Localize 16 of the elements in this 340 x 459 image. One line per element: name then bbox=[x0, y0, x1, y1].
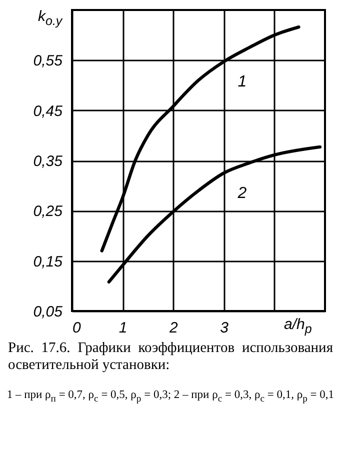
x-tick-label: 2 bbox=[168, 320, 179, 336]
y-tick-label: 0,45 bbox=[33, 102, 64, 120]
y-tick-label: 0,25 bbox=[33, 203, 64, 220]
text: 1 – при ρ$_{п}$ = 0,7, ρ$_{с}$ = 0,5, ρ$_{р}$ = 0,3; 2 – при ρ$_{с}$ = 0,3, ρ$_{с}$ = 0,1, ρ$_{р}$ = 0,1 bbox=[6, 389, 334, 404]
y-tick-label: 0,15 bbox=[33, 253, 64, 270]
y-tick-label: 0,55 bbox=[33, 52, 64, 70]
y-axis-title: k$_{о.у}$ bbox=[38, 8, 62, 28]
x-tick-label: 1 bbox=[118, 320, 128, 336]
annotation: 1 bbox=[238, 74, 247, 91]
y-tick-label: 0,05 bbox=[33, 304, 64, 320]
y-tick-label: 0,35 bbox=[33, 153, 64, 170]
x-axis-title: a/h$_{р}$ bbox=[284, 316, 312, 336]
x-tick-label: 3 bbox=[220, 320, 230, 336]
annotation: 2 bbox=[236, 185, 247, 202]
text: Рис. 17.6. Графики коэффициентов использования осветительной установки: bbox=[8, 340, 333, 374]
x-tick-label: 0 bbox=[72, 320, 82, 336]
